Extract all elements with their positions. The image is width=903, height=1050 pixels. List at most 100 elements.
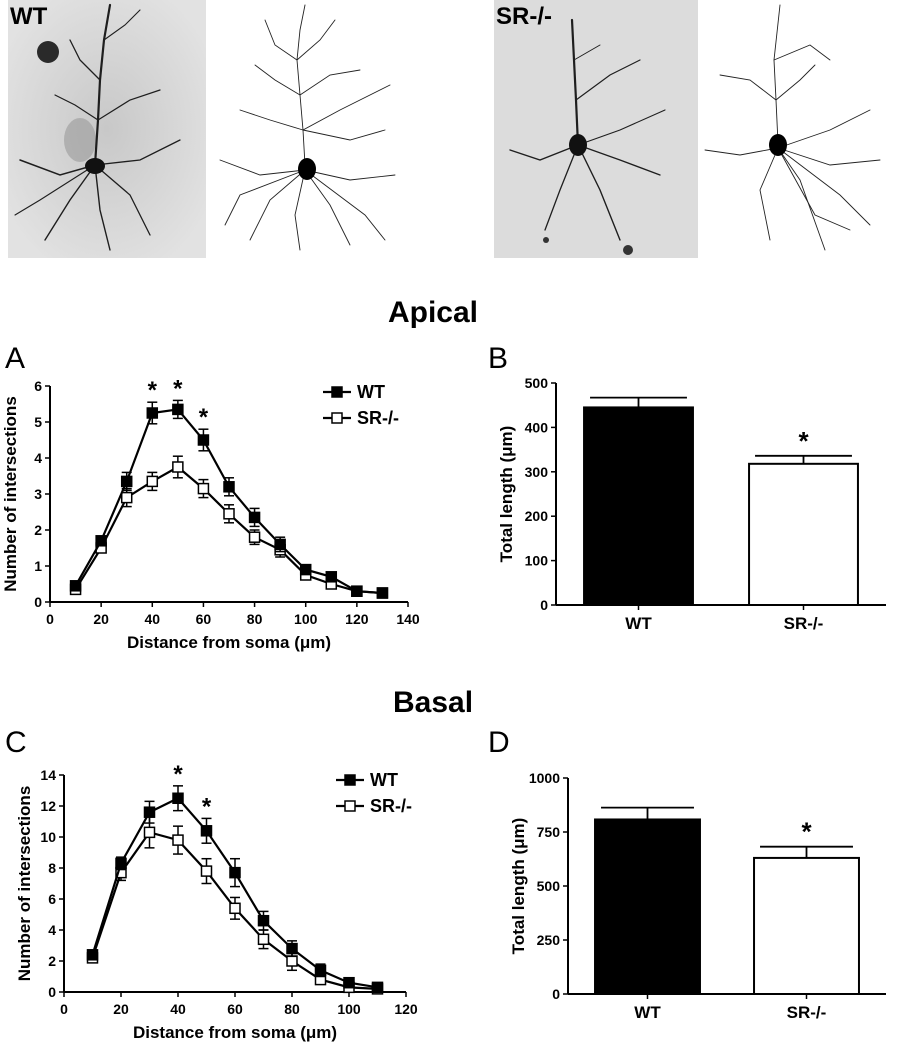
legend-label: SR-/- — [370, 796, 412, 816]
bar-wt — [594, 818, 701, 995]
wt-micrograph: WT — [8, 0, 206, 258]
y-tick-label: 12 — [40, 798, 56, 814]
significance-marker: * — [801, 817, 812, 847]
x-tick-label: 40 — [144, 611, 160, 627]
y-tick-label: 6 — [48, 891, 56, 907]
data-point-wt — [95, 535, 107, 547]
wt-micrograph-label: WT — [10, 3, 48, 30]
x-axis-label: Distance from soma (μm) — [127, 633, 331, 652]
y-tick-label: 200 — [525, 508, 549, 524]
category-label: WT — [625, 614, 652, 633]
legend-marker — [331, 386, 343, 398]
x-tick-label: 60 — [196, 611, 212, 627]
data-point-wt — [69, 580, 82, 592]
y-axis-label: Number of intersections — [15, 786, 34, 982]
series-line-wt — [91, 796, 378, 989]
y-tick-label: 4 — [48, 922, 56, 938]
data-point-sr — [229, 902, 241, 915]
y-tick-label: 8 — [48, 860, 56, 876]
data-point-wt — [172, 792, 184, 804]
y-tick-label: 1 — [34, 558, 42, 574]
category-label: WT — [634, 1003, 661, 1022]
y-tick-label: 6 — [34, 378, 42, 394]
y-tick-label: 300 — [525, 464, 549, 480]
legend-marker — [331, 412, 343, 424]
y-tick-label: 0 — [34, 594, 42, 610]
legend-label: SR-/- — [357, 408, 399, 428]
data-point-wt — [115, 857, 127, 870]
data-point-wt — [376, 587, 389, 599]
sr-neuron-tracing — [704, 4, 881, 251]
data-point-sr — [143, 826, 156, 839]
x-tick-label: 120 — [394, 1001, 418, 1017]
data-point-wt — [200, 825, 213, 837]
data-point-wt — [86, 949, 99, 961]
bar-sr — [748, 462, 859, 607]
data-point-wt — [223, 481, 235, 493]
legend-marker — [344, 800, 356, 812]
data-point-wt — [197, 434, 210, 446]
x-tick-label: 40 — [170, 1001, 186, 1017]
y-tick-label: 1000 — [529, 770, 560, 786]
category-label: SR-/- — [787, 1003, 827, 1022]
data-point-sr — [172, 834, 184, 846]
chart-basal-intersections: 0 2 4 6 8 10 12 14 0 20 40 60 80 100 120 Distance from … — [15, 761, 418, 1042]
data-point-wt — [120, 475, 133, 488]
panel-letter-b: B — [488, 342, 508, 375]
x-tick-label: 100 — [294, 611, 318, 627]
x-tick-label: 140 — [396, 611, 420, 627]
panel-letter-a: A — [5, 342, 25, 375]
y-axis-label: Total length (μm) — [509, 818, 528, 955]
data-point-sr — [223, 508, 235, 520]
data-point-wt — [314, 964, 327, 977]
data-point-sr — [172, 461, 184, 473]
y-tick-label: 2 — [34, 522, 42, 538]
data-point-wt — [146, 407, 159, 419]
x-tick-label: 20 — [93, 611, 109, 627]
data-point-wt — [371, 981, 384, 994]
data-point-wt — [343, 976, 355, 989]
chart-basal-total-length: 0 250 500 750 1000 WT SR-/- * Total length (μm) — [509, 770, 886, 1022]
data-point-wt — [143, 806, 156, 818]
x-tick-label: 80 — [247, 611, 263, 627]
significance-marker: * — [202, 793, 212, 820]
chart-apical-total-length: 0 100 200 300 400 500 WT SR-/- * Total length (μm… — [497, 375, 886, 633]
data-point-wt — [172, 403, 184, 416]
data-point-wt — [248, 511, 261, 524]
sr-micrograph: SR-/- — [494, 0, 698, 258]
y-tick-label: 0 — [540, 597, 548, 613]
significance-marker: * — [173, 375, 183, 402]
data-point-sr — [286, 955, 298, 967]
x-axis-label: Distance from soma (μm) — [133, 1023, 337, 1042]
data-point-sr — [257, 933, 270, 946]
data-point-sr — [120, 491, 133, 504]
y-tick-label: 2 — [48, 953, 56, 969]
significance-marker: * — [173, 761, 183, 788]
x-tick-label: 0 — [46, 611, 54, 627]
wt-neuron-tracing — [219, 4, 396, 251]
bar-wt — [583, 406, 694, 607]
y-tick-label: 500 — [537, 878, 561, 894]
data-point-wt — [325, 571, 338, 583]
x-tick-label: 120 — [345, 611, 369, 627]
data-point-sr — [197, 482, 210, 495]
data-point-sr — [146, 475, 159, 488]
x-tick-label: 0 — [60, 1001, 68, 1017]
y-axis-label: Number of intersections — [1, 396, 20, 592]
y-tick-label: 100 — [525, 553, 549, 569]
x-tick-label: 100 — [337, 1001, 361, 1017]
y-tick-label: 250 — [537, 932, 561, 948]
legend-label: WT — [370, 770, 398, 790]
x-tick-label: 60 — [227, 1001, 243, 1017]
y-tick-label: 4 — [34, 450, 42, 466]
x-tick-label: 20 — [113, 1001, 129, 1017]
significance-marker: * — [199, 404, 209, 431]
significance-marker: * — [798, 426, 809, 456]
significance-marker: * — [148, 377, 158, 404]
data-point-sr — [200, 865, 213, 877]
section-title-apical: Apical — [388, 296, 478, 329]
legend-marker — [344, 774, 356, 786]
panel-letter-c: C — [5, 726, 27, 759]
